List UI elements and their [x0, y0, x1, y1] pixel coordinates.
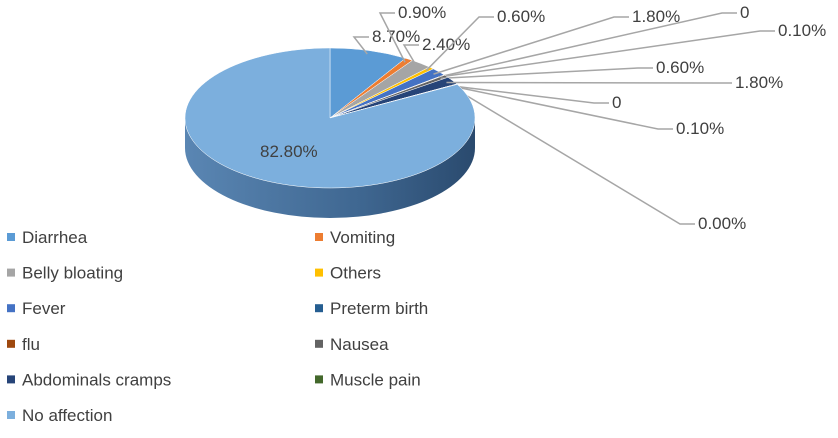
legend-label: Abdominals cramps	[22, 370, 171, 389]
legend-swatch	[315, 304, 323, 313]
legend-swatch	[315, 268, 323, 277]
legend-swatch	[315, 233, 323, 241]
leader-line	[450, 84, 609, 104]
leader-line	[450, 85, 695, 225]
legend-swatch	[7, 268, 15, 277]
data-label: 0.00%	[698, 214, 746, 233]
leader-line	[446, 81, 732, 84]
legend-label: Diarrhea	[22, 228, 88, 247]
data-label: 0.60%	[656, 58, 704, 77]
data-label: 0.10%	[778, 21, 826, 40]
data-label: 0	[612, 93, 621, 112]
leader-line	[352, 36, 369, 55]
legend-label: Muscle pain	[330, 370, 421, 389]
legend-swatch	[7, 411, 15, 419]
data-label: 0	[740, 3, 749, 22]
legend-label: Nausea	[330, 335, 389, 354]
legend-swatch	[315, 375, 323, 384]
legend-label: Belly bloating	[22, 264, 123, 283]
leader-line	[433, 16, 629, 75]
data-label: 0.60%	[497, 7, 545, 26]
legend-swatch	[7, 304, 15, 313]
legend-label: flu	[22, 335, 40, 354]
data-label: 8.70%	[372, 27, 420, 46]
leader-line	[378, 12, 406, 63]
legend-swatch	[7, 339, 15, 348]
legend-swatch	[7, 375, 15, 384]
leader-line	[450, 85, 673, 130]
legend-label: Preterm birth	[330, 299, 428, 318]
data-label: 1.80%	[632, 7, 680, 26]
legend-label: Vomiting	[330, 228, 395, 247]
data-label: 0.90%	[398, 3, 446, 22]
legend-label: No affection	[22, 406, 112, 425]
pie-slice	[184, 47, 476, 189]
data-label: 2.40%	[422, 35, 470, 54]
leader-line	[438, 12, 737, 78]
pie-side	[185, 118, 475, 218]
legend-label: Fever	[22, 299, 66, 318]
leader-line	[402, 44, 419, 67]
leader-line	[440, 67, 653, 80]
data-label: 82.80%	[260, 142, 318, 161]
data-label: 1.80%	[735, 73, 783, 92]
leader-line	[438, 30, 775, 78]
data-label: 0.10%	[676, 119, 724, 138]
leader-line	[425, 16, 494, 71]
legend-swatch	[315, 339, 323, 348]
legend-swatch	[7, 233, 15, 241]
legend-label: Others	[330, 264, 381, 283]
